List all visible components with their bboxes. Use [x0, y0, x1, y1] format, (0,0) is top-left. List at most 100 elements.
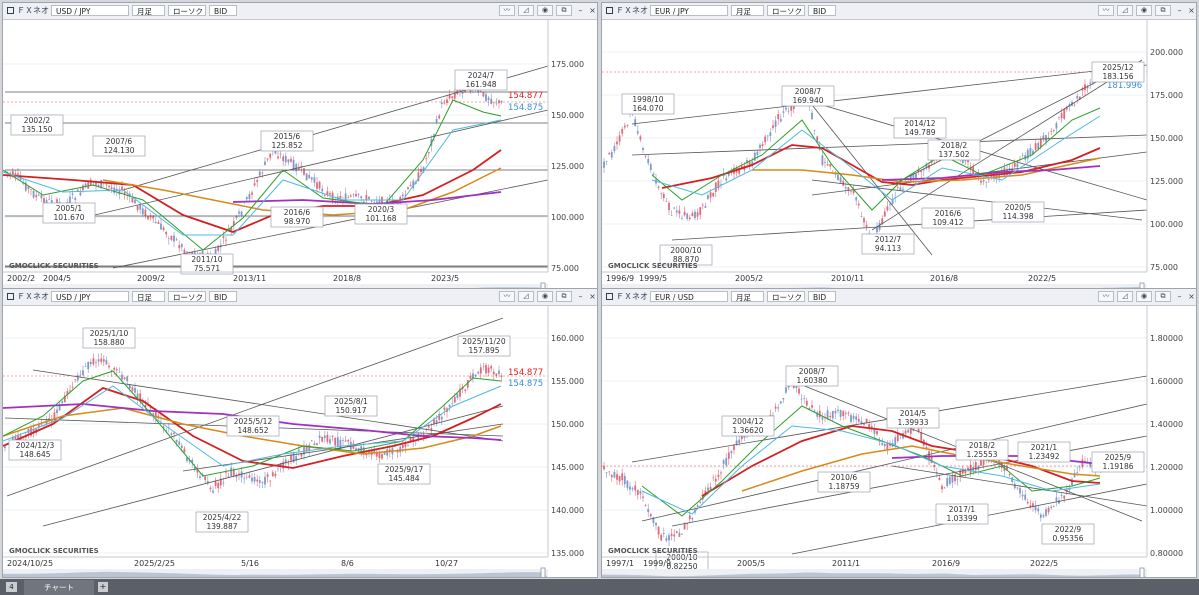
candle-body — [297, 167, 300, 171]
indicator-icon[interactable]: 〰 — [1098, 291, 1114, 302]
price-chart[interactable]: 1.175161.175102008/71.603802004/121.3662… — [602, 306, 1197, 578]
indicator-icon[interactable]: 〰 — [499, 291, 515, 302]
candle-body — [1011, 168, 1014, 173]
chart-type-select[interactable]: ローソク — [767, 291, 805, 302]
add-tab-button[interactable]: + — [98, 582, 108, 592]
candle-body — [82, 185, 84, 190]
candle-body — [727, 452, 730, 459]
moving-average-line — [641, 425, 1101, 515]
gmoclick-logo: GMOCLICK SECURITIES — [608, 262, 698, 270]
close-icon[interactable]: × — [1188, 292, 1195, 301]
bid-ask-select[interactable]: BID — [808, 291, 836, 302]
candle-body — [634, 119, 637, 127]
x-axis-tick-label: 2022/5 — [1030, 559, 1058, 568]
candle-body — [178, 441, 181, 445]
camera-icon[interactable]: ◉ — [1136, 291, 1152, 302]
candle-body — [79, 192, 82, 196]
bid-ask-select[interactable]: BID — [209, 5, 237, 16]
tab-chart[interactable]: チャート — [24, 580, 94, 595]
pair-select[interactable]: EUR / USD — [650, 291, 728, 302]
annotation-value: 148.652 — [237, 426, 268, 435]
x-axis-tick-label: 1996/9 — [606, 274, 634, 283]
candle-body — [982, 179, 985, 182]
indicator-icon[interactable]: 〰 — [1098, 5, 1114, 16]
candle-body — [102, 359, 105, 362]
camera-icon[interactable]: ◉ — [537, 5, 553, 16]
chart-type-select[interactable]: ローソク — [767, 5, 805, 16]
minimize-icon[interactable]: – — [578, 292, 583, 301]
candle-body — [631, 488, 634, 490]
candle-body — [691, 518, 694, 520]
copy-icon[interactable]: ⧉ — [1155, 5, 1171, 16]
candle-body — [17, 435, 19, 440]
chart-type-select[interactable]: ローソク — [168, 5, 206, 16]
copy-icon[interactable]: ⧉ — [1155, 291, 1171, 302]
candle-body — [725, 178, 728, 181]
annotation-date: 2025/4/22 — [203, 513, 242, 522]
candle-body — [375, 451, 378, 457]
close-icon[interactable]: × — [1188, 6, 1195, 15]
chart-panel-eurjpy-monthly[interactable]: ＦＸネオ EUR / JPY 月足 ローソク BID 〰 ◿ ◉ ⧉ – × 1… — [601, 2, 1197, 293]
minimize-icon[interactable]: – — [1177, 292, 1182, 301]
candle-body — [383, 451, 386, 455]
drawing-icon[interactable]: ◿ — [518, 5, 534, 16]
drawing-icon[interactable]: ◿ — [1117, 5, 1133, 16]
minimize-icon[interactable]: – — [578, 6, 583, 15]
bid-ask-select[interactable]: BID — [808, 5, 836, 16]
candle-body — [313, 177, 316, 183]
minimize-icon[interactable]: – — [1177, 6, 1182, 15]
copy-icon[interactable]: ⧉ — [556, 291, 572, 302]
close-icon[interactable]: × — [589, 6, 596, 15]
candle-body — [45, 200, 48, 205]
chart-panel-usdjpy-monthly[interactable]: ＦＸネオ USD / JPY 月足 ローソク BID 〰 ◿ ◉ ⧉ – × 1… — [2, 2, 598, 293]
chart-type-select[interactable]: ローソク — [168, 291, 206, 302]
candle-body — [61, 401, 64, 404]
price-chart[interactable]: 154.877154.8752024/7161.9482002/2135.150… — [3, 20, 598, 293]
candle-body — [805, 400, 808, 406]
candle-body — [339, 439, 342, 448]
candle-body — [917, 428, 920, 432]
candle-body — [435, 119, 438, 123]
candle-body — [730, 450, 733, 454]
period-select[interactable]: 月足 — [731, 291, 764, 302]
y-axis-tick-label: 140.000 — [551, 506, 584, 515]
period-select[interactable]: 月足 — [731, 5, 764, 16]
chart-toolbar: ＦＸネオ EUR / JPY 月足 ローソク BID 〰 ◿ ◉ ⧉ – × — [602, 3, 1196, 20]
bid-ask-select[interactable]: BID — [209, 291, 237, 302]
indicator-icon[interactable]: 〰 — [499, 5, 515, 16]
period-select[interactable]: 日足 — [132, 291, 165, 302]
candle-body — [438, 413, 441, 420]
annotation-date: 2025/11/20 — [462, 337, 505, 346]
annotation-date: 2025/1/10 — [90, 329, 129, 338]
chart-panel-eurusd-monthly[interactable]: ＦＸネオ EUR / USD 月足 ローソク BID 〰 ◿ ◉ ⧉ – × 1… — [601, 288, 1197, 578]
candle-body — [800, 398, 803, 400]
drawing-icon[interactable]: ◿ — [1117, 291, 1133, 302]
candle-body — [985, 182, 988, 184]
candle-body — [813, 410, 816, 412]
candle-body — [1060, 113, 1063, 119]
close-icon[interactable]: × — [589, 292, 596, 301]
pair-select[interactable]: USD / JPY — [51, 291, 129, 302]
camera-icon[interactable]: ◉ — [537, 291, 553, 302]
trend-line — [32, 369, 504, 442]
period-select[interactable]: 月足 — [132, 5, 165, 16]
candle-body — [76, 375, 79, 381]
candle-body — [100, 358, 103, 362]
pair-select[interactable]: EUR / JPY — [650, 5, 728, 16]
candle-body — [440, 416, 443, 420]
candle-body — [303, 446, 305, 455]
candle-body — [668, 535, 670, 541]
camera-icon[interactable]: ◉ — [1136, 5, 1152, 16]
candle-body — [725, 458, 728, 466]
candle-body — [131, 387, 134, 391]
copy-icon[interactable]: ⧉ — [556, 5, 572, 16]
pair-select[interactable]: USD / JPY — [51, 5, 129, 16]
drawing-icon[interactable]: ◿ — [518, 291, 534, 302]
candle-body — [1047, 137, 1050, 139]
candle-body — [173, 432, 175, 434]
chart-panel-usdjpy-daily[interactable]: ＦＸネオ USD / JPY 日足 ローソク BID 〰 ◿ ◉ ⧉ – × 1… — [2, 288, 598, 578]
price-chart[interactable]: 182.002181.9962025/12183.1561998/10164.0… — [602, 20, 1197, 293]
candle-body — [808, 408, 811, 410]
